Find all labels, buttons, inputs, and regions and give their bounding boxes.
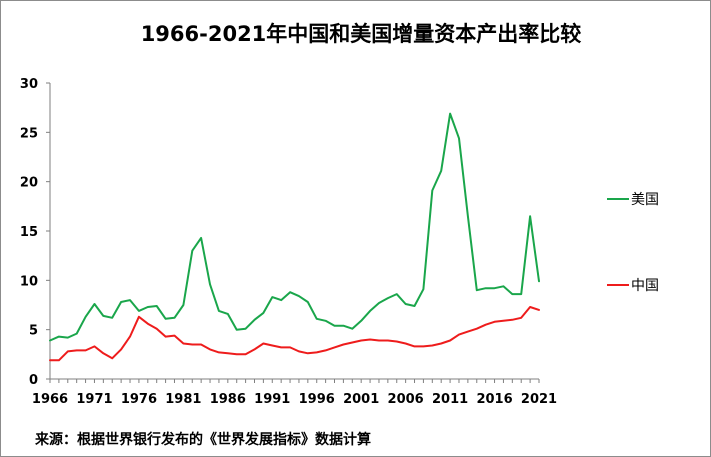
y-tick-label: 15 — [20, 225, 38, 240]
series-line-usa — [49, 112, 540, 342]
x-tick-label: 1981 — [165, 392, 201, 407]
x-tick-label: 2011 — [432, 392, 468, 407]
x-tick-label: 2006 — [388, 392, 424, 407]
y-tick-label: 10 — [20, 274, 38, 289]
y-tick-label: 25 — [20, 126, 38, 141]
x-tick-label: 2016 — [476, 392, 512, 407]
x-tick-label: 2021 — [521, 392, 557, 407]
axes: 0 5 10 15 20 25 30 1966 1971 1976 1981 1986 1991 1996… — [20, 77, 557, 407]
legend-label-china: 中国 — [631, 278, 659, 294]
x-tick-label: 1976 — [121, 392, 157, 407]
source-note: 来源：根据世界银行发布的《世界发展指标》数据计算 — [34, 431, 371, 448]
series-line-china — [49, 306, 540, 362]
x-tick-label: 1986 — [210, 392, 246, 407]
x-tick-label: 1971 — [76, 392, 112, 407]
x-tick-label: 2001 — [343, 392, 379, 407]
x-tick-label: 1996 — [299, 392, 335, 407]
x-tick-label: 1966 — [32, 392, 68, 407]
y-tick-label: 0 — [29, 373, 38, 388]
chart-title: 1966-2021年中国和美国增量资本产出率比较 — [141, 22, 582, 46]
y-tick-label: 20 — [20, 176, 38, 191]
x-tick-label: 1991 — [254, 392, 290, 407]
y-tick-label: 30 — [20, 77, 38, 92]
legend-label-usa: 美国 — [631, 192, 659, 208]
y-tick-label: 5 — [29, 324, 38, 339]
series-layer — [49, 112, 540, 362]
